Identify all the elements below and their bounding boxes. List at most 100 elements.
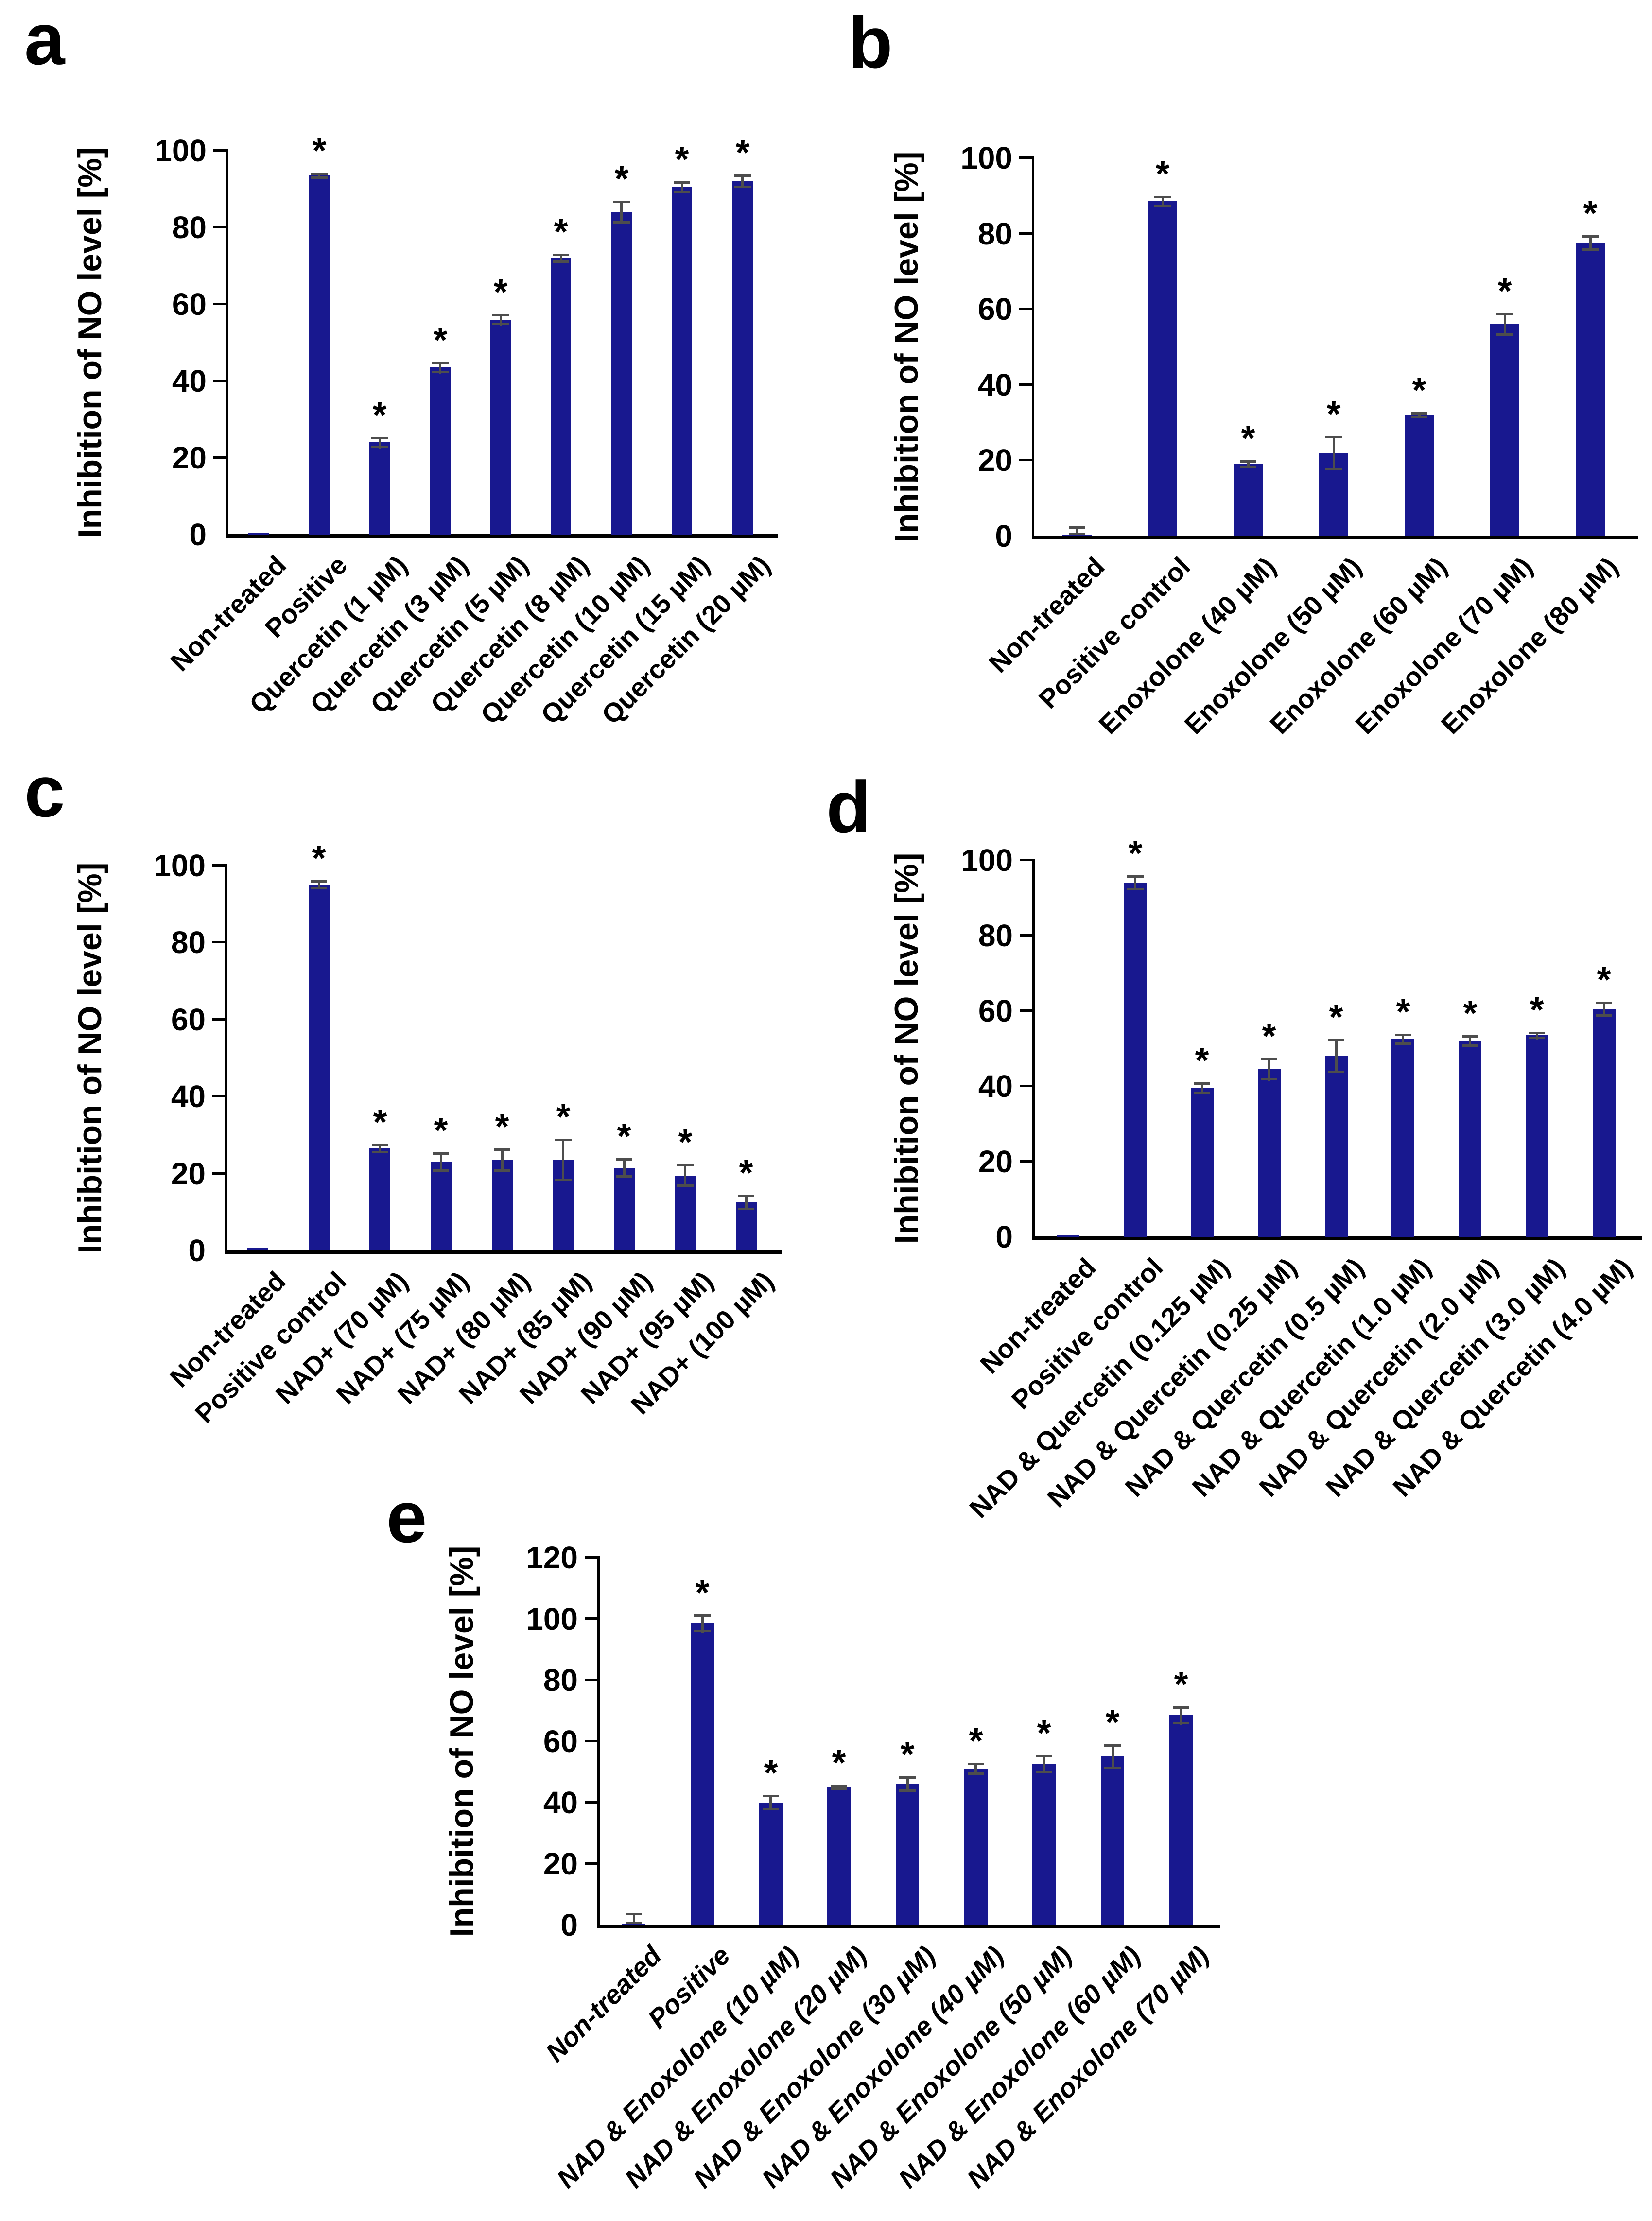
bar-a-3 xyxy=(430,367,451,535)
bar-e-8 xyxy=(1169,1715,1193,1925)
error-cap-top-e-6 xyxy=(1036,1755,1052,1757)
error-cap-top-c-7 xyxy=(677,1164,694,1166)
y-tick-a xyxy=(213,303,226,305)
bar-b-4 xyxy=(1405,415,1434,536)
error-cap-bottom-b-3 xyxy=(1325,468,1342,470)
y-tick-b xyxy=(1019,459,1032,461)
error-cap-top-e-4 xyxy=(899,1776,916,1779)
error-cap-top-a-5 xyxy=(553,254,569,256)
error-cap-top-a-4 xyxy=(492,314,509,316)
error-cap-bottom-d-2 xyxy=(1194,1092,1210,1094)
error-bar-e-5 xyxy=(974,1763,977,1775)
error-cap-top-c-1 xyxy=(311,880,327,883)
bar-c-1 xyxy=(309,885,330,1250)
error-cap-bottom-a-7 xyxy=(674,191,690,193)
error-cap-bottom-e-3 xyxy=(831,1787,847,1790)
y-tick-label-e: 40 xyxy=(543,1785,578,1820)
error-cap-top-d-1 xyxy=(1127,875,1144,878)
y-tick-label-a: 0 xyxy=(189,517,207,552)
error-cap-bottom-a-6 xyxy=(613,221,630,224)
y-tick-c xyxy=(212,1095,225,1097)
error-cap-bottom-e-7 xyxy=(1104,1767,1121,1769)
bar-d-6 xyxy=(1459,1041,1481,1237)
error-bar-a-3 xyxy=(439,362,441,374)
bar-a-5 xyxy=(551,258,571,535)
bar-e-3 xyxy=(827,1787,851,1925)
significance-star-b-4: * xyxy=(1412,370,1426,410)
error-cap-bottom-d-1 xyxy=(1127,888,1144,890)
error-cap-bottom-b-6 xyxy=(1582,248,1599,251)
significance-star-d-4: * xyxy=(1329,997,1343,1037)
y-tick-e xyxy=(585,1740,597,1742)
error-bar-e-2 xyxy=(769,1795,772,1810)
bar-a-1 xyxy=(309,175,330,535)
error-cap-bottom-e-5 xyxy=(968,1772,984,1775)
y-tick-label-b: 0 xyxy=(995,519,1012,554)
y-tick-label-d: 80 xyxy=(978,918,1013,953)
x-axis-line-c xyxy=(225,1250,782,1254)
bar-e-6 xyxy=(1032,1764,1056,1925)
y-tick-label-e: 20 xyxy=(543,1846,578,1881)
error-bar-d-7 xyxy=(1536,1032,1538,1040)
error-cap-top-b-3 xyxy=(1325,436,1342,438)
significance-star-b-6: * xyxy=(1583,193,1598,233)
error-bar-a-4 xyxy=(500,314,502,326)
error-cap-top-d-5 xyxy=(1395,1034,1411,1036)
bar-e-4 xyxy=(896,1784,919,1925)
bar-d-5 xyxy=(1391,1039,1414,1237)
error-cap-top-d-4 xyxy=(1328,1039,1344,1041)
error-cap-top-e-2 xyxy=(763,1795,779,1797)
error-cap-top-b-5 xyxy=(1496,313,1513,315)
y-tick-label-c: 40 xyxy=(171,1079,206,1114)
y-tick-label-d: 0 xyxy=(995,1219,1013,1254)
y-tick-label-b: 40 xyxy=(977,367,1012,402)
error-cap-top-c-6 xyxy=(616,1158,632,1161)
y-tick-label-e: 0 xyxy=(560,1908,578,1943)
error-bar-a-7 xyxy=(681,181,683,193)
significance-star-a-3: * xyxy=(433,320,448,360)
significance-star-c-8: * xyxy=(739,1152,753,1193)
y-tick-c xyxy=(212,941,225,943)
error-cap-bottom-e-1 xyxy=(694,1630,711,1632)
significance-star-a-2: * xyxy=(372,395,387,435)
significance-star-c-4: * xyxy=(495,1106,509,1146)
significance-star-c-5: * xyxy=(556,1096,571,1137)
y-tick-c xyxy=(212,864,225,867)
error-bar-b-1 xyxy=(1162,196,1164,207)
error-bar-e-7 xyxy=(1112,1744,1114,1769)
error-cap-bottom-e-8 xyxy=(1173,1722,1189,1724)
bar-c-7 xyxy=(675,1176,696,1250)
error-cap-bottom-e-4 xyxy=(899,1789,916,1792)
y-tick-label-a: 20 xyxy=(172,440,207,475)
error-cap-top-a-1 xyxy=(311,173,328,175)
y-tick-label-b: 20 xyxy=(977,443,1012,478)
x-axis-line-e xyxy=(597,1925,1220,1928)
y-tick-label-e: 120 xyxy=(526,1540,578,1575)
y-tick-label-c: 80 xyxy=(171,925,206,960)
error-cap-top-b-2 xyxy=(1240,460,1256,463)
error-cap-top-a-2 xyxy=(371,437,388,439)
significance-star-a-7: * xyxy=(675,139,689,179)
significance-star-e-2: * xyxy=(764,1753,778,1793)
y-tick-b xyxy=(1019,232,1032,235)
y-tick-d xyxy=(1020,859,1032,861)
error-bar-b-2 xyxy=(1247,460,1250,468)
error-bar-e-0 xyxy=(633,1913,635,1924)
error-bar-e-6 xyxy=(1043,1755,1045,1773)
significance-star-b-1: * xyxy=(1155,154,1170,194)
significance-star-b-5: * xyxy=(1497,271,1512,311)
significance-star-e-8: * xyxy=(1174,1664,1188,1704)
significance-star-e-4: * xyxy=(900,1734,915,1774)
significance-star-e-5: * xyxy=(969,1720,983,1761)
error-cap-top-e-0 xyxy=(626,1913,642,1915)
error-cap-top-b-4 xyxy=(1411,412,1427,415)
error-cap-top-e-1 xyxy=(694,1614,711,1617)
significance-star-d-5: * xyxy=(1396,991,1410,1032)
error-bar-d-1 xyxy=(1134,875,1136,890)
significance-star-d-6: * xyxy=(1463,993,1478,1033)
bar-e-0 xyxy=(622,1924,645,1925)
